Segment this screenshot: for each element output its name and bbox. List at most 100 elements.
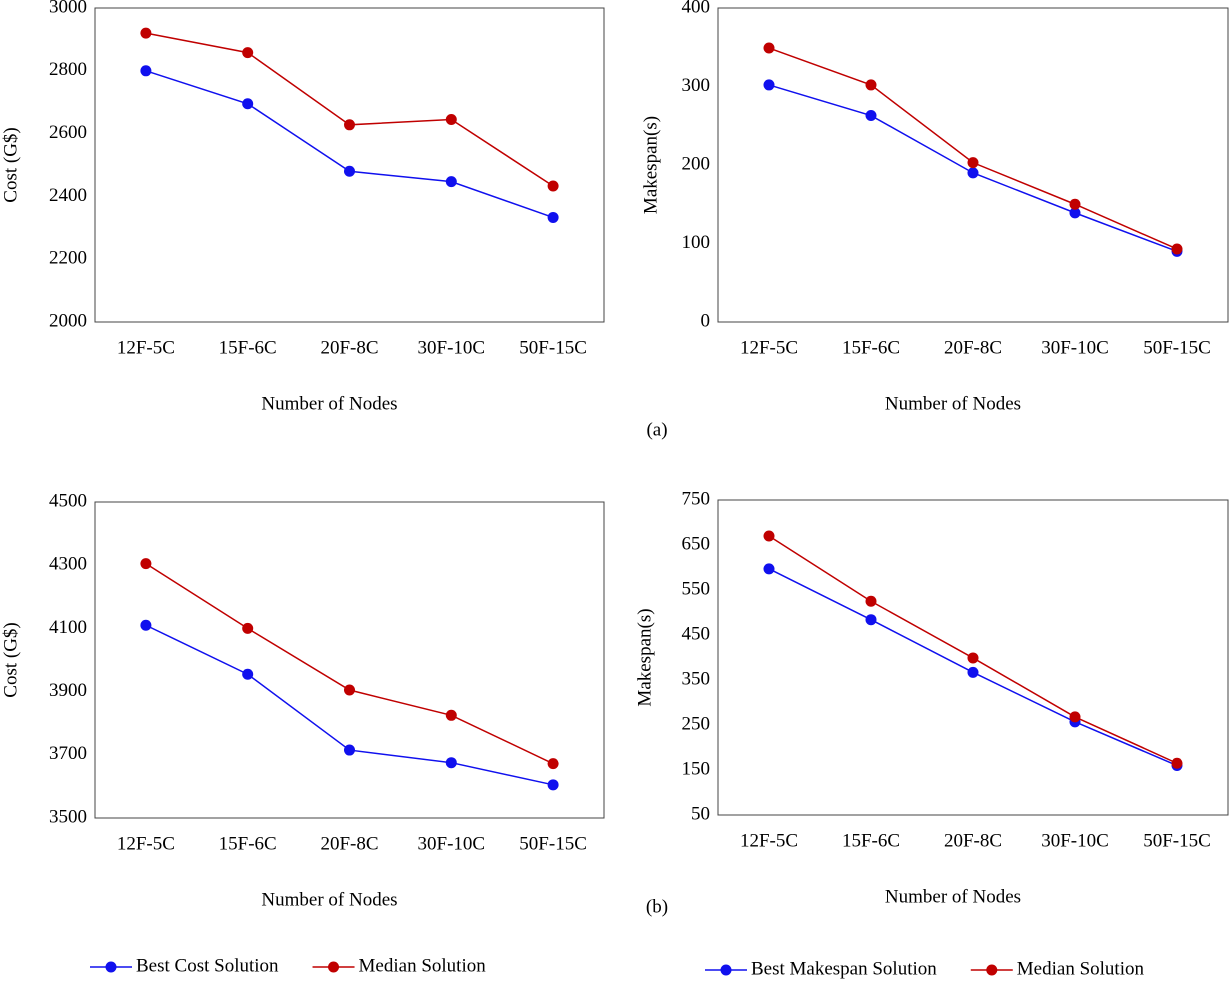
plot-frame: [94, 501, 605, 819]
data-point: [547, 211, 559, 223]
x-tick-label: 12F-5C: [117, 833, 175, 854]
y-tick-label: 2000: [49, 310, 87, 331]
data-point: [242, 98, 254, 110]
series-line: [145, 562, 554, 765]
y-tick-label: 2200: [49, 248, 87, 269]
y-tick-label: 300: [682, 75, 711, 96]
caption: (b): [646, 896, 668, 917]
data-point: [140, 27, 152, 39]
x-tick-label: 50F-15C: [1143, 830, 1211, 851]
y-tick-label: 2800: [49, 59, 87, 80]
data-point: [865, 110, 877, 122]
x-axis-label: Number of Nodes: [885, 393, 1021, 414]
data-point: [1069, 198, 1081, 210]
data-point: [344, 744, 355, 756]
y-tick-label: 250: [682, 713, 711, 734]
data-point: [445, 757, 457, 769]
y-tick-label: 3500: [49, 806, 87, 827]
series-line: [145, 70, 554, 219]
caption: (a): [646, 419, 667, 440]
x-tick-label: 20F-8C: [320, 337, 378, 358]
series-line: [145, 624, 554, 786]
legend-label: Best Cost Solution: [136, 955, 279, 976]
data-point: [140, 619, 152, 631]
y-tick-label: 150: [682, 758, 711, 779]
x-tick-label: 12F-5C: [117, 337, 175, 358]
data-point: [1069, 711, 1081, 723]
y-axis-label: Makespan(s): [640, 116, 661, 214]
data-point: [140, 558, 152, 570]
legend-label: Median Solution: [1017, 958, 1145, 979]
data-point: [547, 779, 559, 791]
legend-marker: [328, 961, 340, 973]
data-point: [344, 165, 355, 177]
data-point: [967, 157, 979, 169]
y-axis-label: Makespan(s): [634, 608, 655, 706]
x-tick-label: 15F-6C: [219, 833, 277, 854]
y-tick-label: 350: [682, 668, 711, 689]
data-point: [140, 65, 152, 77]
series-line: [768, 535, 1178, 764]
x-tick-label: 20F-8C: [944, 337, 1002, 358]
x-axis-label: Number of Nodes: [261, 393, 397, 414]
data-point: [967, 666, 979, 678]
y-tick-label: 750: [682, 488, 711, 509]
data-point: [445, 176, 457, 188]
y-axis-label: Cost (G$): [0, 127, 21, 202]
y-tick-label: 450: [682, 623, 711, 644]
x-tick-label: 50F-15C: [519, 833, 587, 854]
x-tick-label: 30F-10C: [1041, 830, 1109, 851]
y-axis-label: Cost (G$): [0, 622, 21, 697]
data-point: [547, 180, 559, 192]
data-point: [547, 758, 559, 770]
x-tick-label: 20F-8C: [944, 830, 1002, 851]
data-point: [242, 668, 254, 680]
data-point: [967, 167, 979, 179]
plot-frame: [717, 499, 1229, 816]
y-tick-label: 100: [682, 232, 711, 253]
x-tick-label: 50F-15C: [1143, 337, 1211, 358]
data-point: [865, 79, 877, 91]
legend-marker: [720, 964, 732, 976]
data-point: [763, 79, 775, 91]
y-tick-label: 2400: [49, 185, 87, 206]
data-point: [967, 652, 979, 664]
y-tick-label: 50: [691, 803, 710, 824]
data-point: [445, 709, 457, 721]
y-tick-label: 400: [682, 0, 711, 17]
x-tick-label: 30F-10C: [418, 337, 486, 358]
y-tick-label: 550: [682, 578, 711, 599]
y-tick-label: 200: [682, 153, 711, 174]
legend-marker: [105, 961, 117, 973]
data-point: [445, 113, 457, 125]
y-tick-label: 4300: [49, 554, 87, 575]
legend-label: Median Solution: [359, 955, 487, 976]
data-point: [1171, 757, 1183, 769]
x-tick-label: 15F-6C: [842, 337, 900, 358]
data-point: [1069, 207, 1081, 219]
x-tick-label: 15F-6C: [842, 830, 900, 851]
data-point: [242, 622, 254, 634]
x-axis-label: Number of Nodes: [261, 889, 397, 910]
x-tick-label: 12F-5C: [740, 337, 798, 358]
data-point: [1171, 243, 1183, 255]
data-point: [763, 563, 775, 575]
y-tick-label: 4100: [49, 617, 87, 638]
y-tick-label: 650: [682, 533, 711, 554]
data-point: [242, 47, 254, 59]
y-tick-label: 2600: [49, 122, 87, 143]
series-line: [768, 47, 1178, 250]
data-point: [344, 119, 355, 131]
data-point: [344, 684, 355, 696]
x-tick-label: 20F-8C: [320, 833, 378, 854]
plot-frame: [94, 7, 605, 323]
y-tick-label: 4500: [49, 490, 87, 511]
data-point: [763, 530, 775, 542]
plot-frame: [717, 7, 1229, 323]
x-tick-label: 30F-10C: [418, 833, 486, 854]
legend-label: Best Makespan Solution: [751, 958, 937, 979]
x-tick-label: 15F-6C: [219, 337, 277, 358]
data-point: [865, 595, 877, 607]
